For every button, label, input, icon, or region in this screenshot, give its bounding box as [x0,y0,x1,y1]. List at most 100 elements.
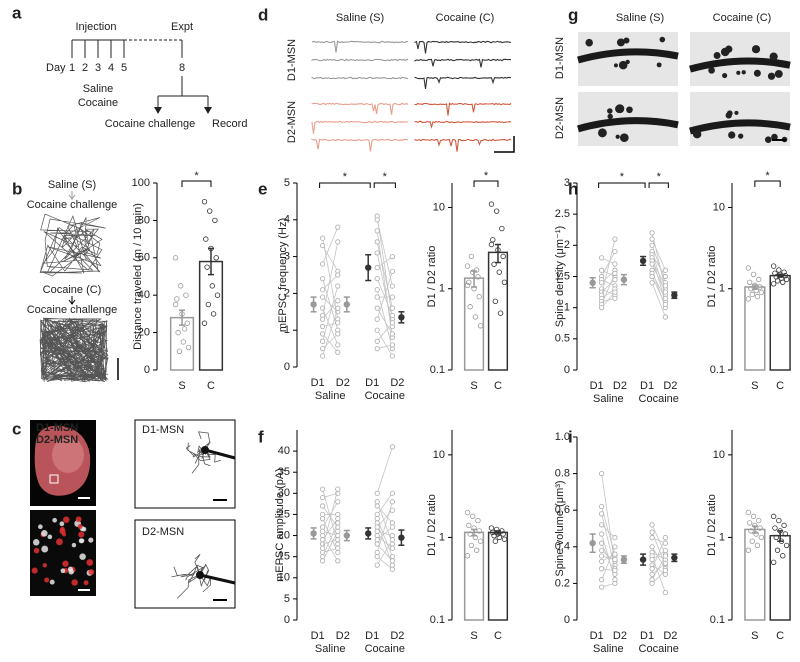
cell [78,531,85,538]
data-point [649,529,655,535]
data-point [206,208,213,214]
bar [769,534,791,621]
cell [41,530,48,537]
x-tick-label: D2 [336,377,350,389]
data-point [335,541,341,547]
diagram-day: 3 [95,62,101,74]
significance-bracket [648,182,669,188]
data-point [472,314,479,320]
data-point [389,342,395,348]
data-point [204,264,210,270]
group-label: Saline [593,643,624,655]
mean-marker [310,301,317,308]
mean-marker [671,292,678,299]
data-point [205,301,212,308]
cell [33,547,40,554]
y-tick-label: 0.1 [710,364,725,376]
mean-marker [639,556,647,563]
pair-line [376,556,393,570]
data-point [374,562,380,568]
trajectory [39,213,106,277]
pair-line [322,489,339,549]
data-point [468,253,475,260]
cell [52,517,58,523]
trace [311,58,409,62]
y-tick-label: 0.4 [555,541,570,553]
diagram-text: Day [46,62,66,74]
data-point [599,522,605,528]
image [134,519,236,609]
data-point [745,509,752,516]
data-point [612,551,618,557]
data-point [749,538,755,544]
data-point [319,316,326,322]
data-point [389,305,395,311]
trace [414,102,512,116]
data-point [319,242,326,249]
y-tick-label: 10 [713,449,725,461]
pair-line [322,522,339,557]
data-point [772,270,778,276]
mean-marker [365,530,372,537]
significance-bracket [754,180,781,187]
x-tick-label: D1 [590,380,604,392]
y-axis-label: D1 / D2 ratio [706,494,718,556]
data-point [599,531,605,537]
spine [736,70,741,75]
mean-marker [671,554,678,561]
data-point [757,525,763,531]
data-point [754,293,761,300]
data-point [374,228,380,234]
y-tick-label: 40 [138,289,150,301]
data-point [662,535,668,541]
y-tick-label: 30 [278,487,290,499]
data-point [335,298,341,304]
data-point [649,544,655,550]
column-label: Cocaine (C) [713,12,772,24]
diagram-text: Saline [83,83,114,95]
data-point [335,239,341,245]
data-point [185,344,192,351]
pair-line [322,492,338,498]
panel-label: e [258,179,267,198]
x-tick-label: D2 [336,630,350,642]
data-point [612,277,618,283]
data-point [662,267,668,273]
data-point [374,554,380,560]
pair-line [651,550,666,560]
data-point [319,353,326,359]
significance-bracket [473,180,499,187]
pair-line [601,251,616,277]
data-point [490,529,496,536]
data-point [649,557,655,563]
data-point [599,566,605,572]
data-point [662,273,668,280]
panel-label: c [12,419,21,438]
row-label: D1-MSN [554,37,566,79]
condition-label: Saline (S) [48,179,96,191]
data-point [745,265,752,271]
data-point [492,298,499,305]
dendrite [689,57,791,73]
data-point [758,534,765,541]
data-point [374,345,380,352]
data-point [319,503,326,509]
roi-box [49,474,59,484]
y-tick-label: 1 [719,531,725,543]
data-point [389,520,395,526]
y-tick-label: 0.2 [555,577,570,589]
pair-line [322,518,339,541]
diagram-text: Expt [171,21,193,33]
data-point [488,241,495,248]
y-tick-label: 40 [278,445,290,457]
trace [311,102,409,115]
trajectory [39,317,109,383]
pair-line [322,333,339,353]
pair-line [651,537,666,569]
mean-marker [398,534,405,541]
data-point [335,528,341,534]
group-label: Cocaine [639,643,679,655]
data-point [649,566,655,572]
dendrites [185,431,222,474]
spine [774,69,783,78]
